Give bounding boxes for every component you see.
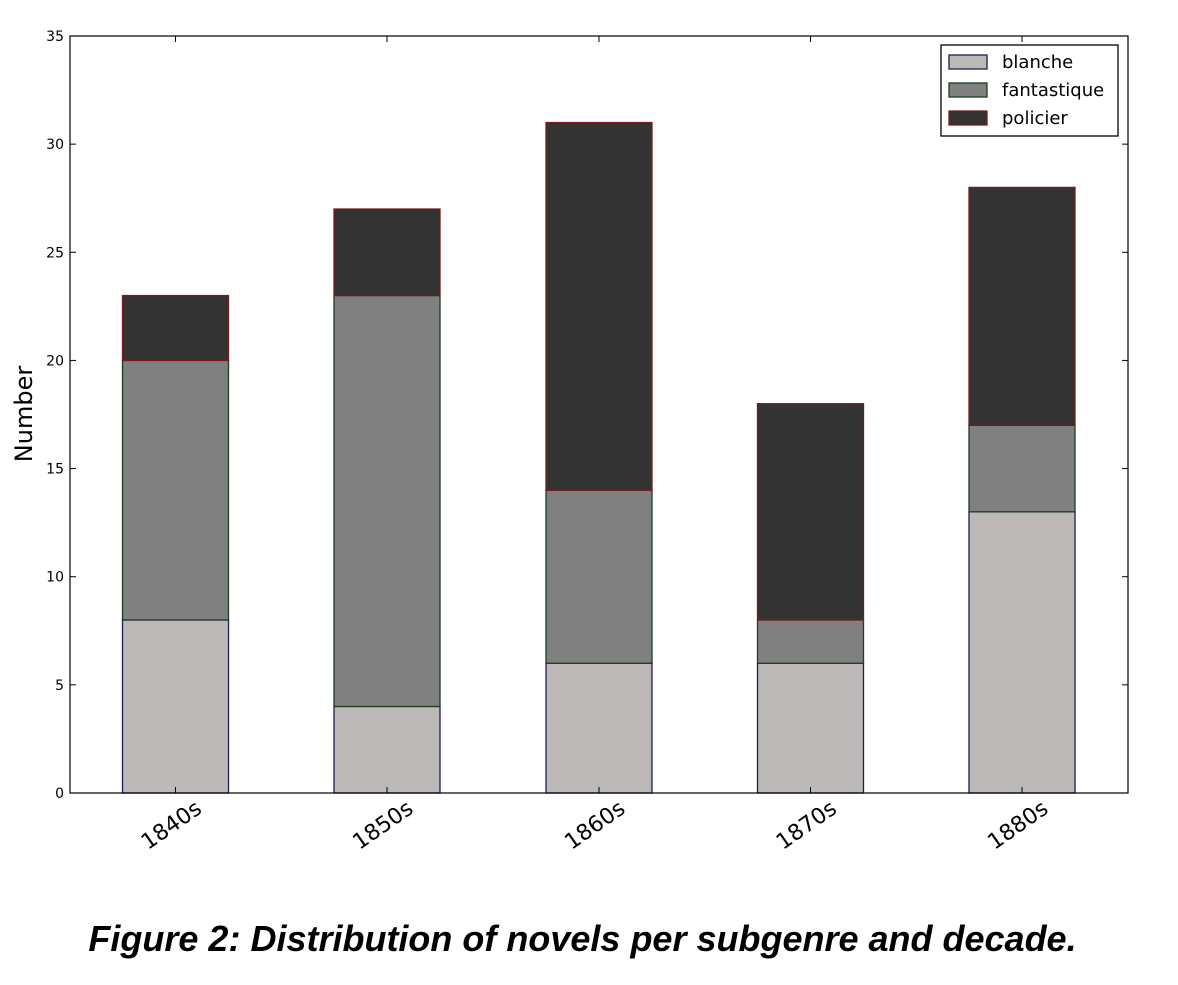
x-tick-label: 1870s: [772, 796, 842, 855]
y-tick-label: 10: [46, 570, 64, 586]
y-axis-label: Number: [10, 366, 38, 463]
legend-label-policier: policier: [1002, 108, 1068, 129]
y-tick-label: 30: [46, 137, 64, 153]
x-tick-label: 1860s: [560, 796, 630, 855]
bar-fantastique-1840s: [121, 359, 230, 621]
legend: blanche fantastique policier: [940, 44, 1119, 137]
y-tick-label: 15: [46, 462, 64, 478]
y-tick-label: 35: [46, 29, 64, 45]
x-tick-label: 1880s: [983, 796, 1053, 855]
bar-blanche-1860s: [545, 662, 653, 794]
legend-label-fantastique: fantastique: [1002, 80, 1104, 101]
bar-fantastique-1860s: [545, 489, 653, 664]
legend-label-blanche: blanche: [1002, 52, 1073, 73]
bar-policier-1840s: [121, 294, 230, 362]
x-tick-label: 1840s: [137, 796, 207, 855]
bar-policier-1870s: [756, 403, 865, 621]
bar-fantastique-1870s: [756, 619, 865, 664]
y-tick-label: 20: [46, 353, 64, 369]
bar-blanche-1850s: [333, 705, 441, 794]
x-tick-label: 1850s: [348, 796, 418, 855]
legend-swatch-blanche: [948, 54, 988, 70]
bar-blanche-1880s: [968, 511, 1076, 794]
bar-fantastique-1850s: [333, 294, 441, 708]
bar-fantastique-1880s: [968, 424, 1076, 513]
bar-policier-1860s: [545, 121, 653, 491]
bar-blanche-1840s: [121, 619, 230, 794]
bar-policier-1850s: [333, 208, 441, 297]
y-tick-label: 0: [55, 786, 64, 802]
bar-blanche-1870s: [756, 662, 865, 794]
figure-caption: Figure 2: Distribution of novels per sub…: [88, 918, 1077, 959]
legend-swatch-fantastique: [948, 82, 988, 98]
y-tick-label: 25: [46, 245, 64, 261]
bar-policier-1880s: [968, 186, 1076, 426]
y-tick-label: 5: [55, 678, 64, 694]
bars-layer: [121, 121, 1076, 794]
legend-swatch-policier: [948, 110, 988, 126]
